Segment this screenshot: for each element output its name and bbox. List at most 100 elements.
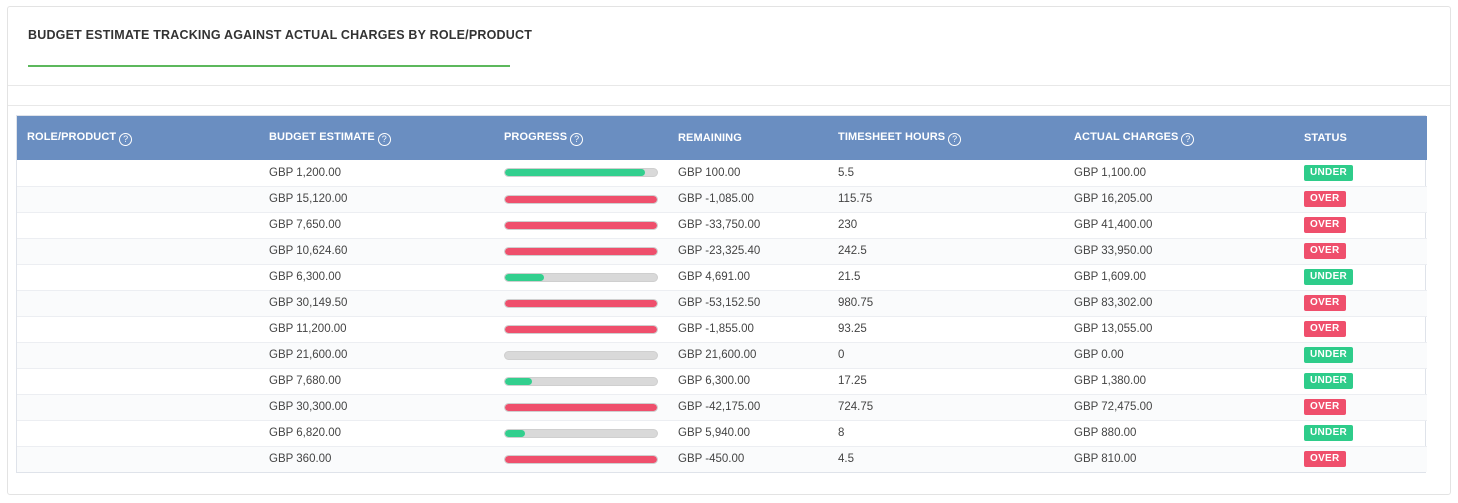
cell-timesheet-hours: 4.5 [838, 453, 854, 466]
cell-actual-charges: GBP 33,950.00 [1074, 245, 1153, 257]
cell-progress [494, 420, 668, 446]
card-subheader [8, 86, 1450, 106]
status-badge: OVER [1304, 295, 1346, 311]
help-icon[interactable]: ? [570, 132, 584, 146]
header-timesheet-hours[interactable]: TIMESHEET HOURS? [828, 116, 1064, 160]
cell-timesheet-hours: 115.75 [838, 193, 873, 205]
cell-actual-charges: GBP 41,400.00 [1074, 219, 1153, 231]
table-row[interactable]: GBP 7,650.00 GBP -33,750.00 230 GBP 41,4… [17, 212, 1427, 238]
table-row[interactable]: GBP 11,200.00 GBP -1,855.00 93.25 GBP 13… [17, 316, 1427, 342]
cell-role-product [17, 368, 259, 394]
progress-bar [504, 194, 658, 204]
cell-actual-charges: GBP 1,609.00 [1074, 271, 1147, 283]
cell-timesheet-hours: 17.25 [838, 375, 867, 387]
cell-progress [494, 342, 668, 368]
progress-bar [504, 246, 658, 256]
status-badge: OVER [1304, 191, 1346, 207]
status-badge: OVER [1304, 243, 1346, 259]
cell-status: OVER [1294, 394, 1427, 420]
progress-bar [504, 272, 658, 282]
cell-status: OVER [1294, 290, 1427, 316]
cell-role-product [17, 160, 259, 186]
cell-timesheet-hours: 8 [838, 427, 845, 439]
cell-timesheet-hours: 0 [838, 349, 845, 361]
cell-status: UNDER [1294, 264, 1427, 290]
cell-status: OVER [1294, 212, 1427, 238]
cell-actual-charges: GBP 1,380.00 [1074, 375, 1147, 387]
cell-actual-charges: GBP 880.00 [1074, 427, 1137, 439]
cell-budget-estimate: GBP 7,680.00 [269, 375, 342, 387]
progress-fill [505, 455, 657, 463]
budget-table: ROLE/PRODUCT? BUDGET ESTIMATE? PROGRESS?… [17, 116, 1427, 472]
header-budget-estimate[interactable]: BUDGET ESTIMATE? [259, 116, 494, 160]
cell-actual-charges: GBP 72,475.00 [1074, 401, 1153, 413]
progress-fill [505, 377, 533, 385]
table-row[interactable]: GBP 360.00 GBP -450.00 4.5 GBP 810.00 OV… [17, 446, 1427, 472]
table-row[interactable]: GBP 6,820.00 GBP 5,940.00 8 GBP 880.00 U… [17, 420, 1427, 446]
help-icon[interactable]: ? [1181, 132, 1195, 146]
header-role-product[interactable]: ROLE/PRODUCT? [17, 116, 259, 160]
cell-remaining: GBP -33,750.00 [678, 219, 761, 231]
cell-progress [494, 290, 668, 316]
status-badge: UNDER [1304, 269, 1354, 285]
cell-budget-estimate: GBP 21,600.00 [269, 349, 348, 361]
status-badge: OVER [1304, 217, 1346, 233]
cell-timesheet-hours: 980.75 [838, 297, 874, 309]
header-actual-charges[interactable]: ACTUAL CHARGES? [1064, 116, 1294, 160]
cell-budget-estimate: GBP 7,650.00 [269, 219, 342, 231]
cell-actual-charges: GBP 810.00 [1074, 453, 1137, 466]
cell-remaining: GBP 21,600.00 [678, 349, 757, 361]
cell-budget-estimate: GBP 30,149.50 [269, 297, 348, 309]
cell-role-product [17, 238, 259, 264]
cell-progress [494, 212, 668, 238]
cell-role-product [17, 264, 259, 290]
cell-timesheet-hours: 242.5 [838, 245, 867, 257]
cell-budget-estimate: GBP 6,300.00 [269, 271, 342, 283]
table-row[interactable]: GBP 1,200.00 GBP 100.00 5.5 GBP 1,100.00… [17, 160, 1427, 186]
cell-progress [494, 186, 668, 212]
cell-role-product [17, 420, 259, 446]
progress-bar [504, 168, 658, 178]
table-row[interactable]: GBP 15,120.00 GBP -1,085.00 115.75 GBP 1… [17, 186, 1427, 212]
title-underline [28, 65, 510, 67]
status-badge: OVER [1304, 399, 1346, 415]
table-body: GBP 1,200.00 GBP 100.00 5.5 GBP 1,100.00… [17, 160, 1427, 472]
table-row[interactable]: GBP 10,624.60 GBP -23,325.40 242.5 GBP 3… [17, 238, 1427, 264]
cell-timesheet-hours: 93.25 [838, 323, 867, 335]
cell-budget-estimate: GBP 15,120.00 [269, 193, 348, 205]
header-status[interactable]: STATUS [1304, 132, 1347, 144]
status-badge: UNDER [1304, 373, 1354, 389]
cell-remaining: GBP -1,855.00 [678, 323, 754, 335]
cell-status: OVER [1294, 238, 1427, 264]
table-row[interactable]: GBP 30,149.50 GBP -53,152.50 980.75 GBP … [17, 290, 1427, 316]
table-row[interactable]: GBP 21,600.00 GBP 21,600.00 0 GBP 0.00 U… [17, 342, 1427, 368]
cell-budget-estimate: GBP 10,624.60 [269, 245, 348, 257]
header-progress[interactable]: PROGRESS? [494, 116, 668, 160]
cell-progress [494, 394, 668, 420]
cell-role-product [17, 394, 259, 420]
cell-timesheet-hours: 21.5 [838, 271, 861, 283]
help-icon[interactable]: ? [119, 132, 133, 146]
status-badge: UNDER [1304, 347, 1354, 363]
header-remaining[interactable]: REMAINING [678, 132, 742, 144]
progress-bar [504, 324, 658, 334]
help-icon[interactable]: ? [377, 132, 391, 146]
table-row[interactable]: GBP 7,680.00 GBP 6,300.00 17.25 GBP 1,38… [17, 368, 1427, 394]
cell-progress [494, 316, 668, 342]
cell-remaining: GBP -23,325.40 [678, 245, 761, 257]
cell-remaining: GBP -1,085.00 [678, 193, 754, 205]
cell-progress [494, 368, 668, 394]
cell-progress [494, 264, 668, 290]
progress-bar [504, 402, 658, 412]
cell-role-product [17, 212, 259, 238]
cell-remaining: GBP 6,300.00 [678, 375, 751, 387]
table-row[interactable]: GBP 30,300.00 GBP -42,175.00 724.75 GBP … [17, 394, 1427, 420]
progress-fill [505, 299, 657, 307]
status-badge: OVER [1304, 321, 1346, 337]
table-row[interactable]: GBP 6,300.00 GBP 4,691.00 21.5 GBP 1,609… [17, 264, 1427, 290]
help-icon[interactable]: ? [948, 132, 962, 146]
cell-remaining: GBP -450.00 [678, 453, 745, 466]
progress-bar [504, 376, 658, 386]
cell-remaining: GBP -53,152.50 [678, 297, 761, 309]
progress-fill [505, 221, 657, 229]
